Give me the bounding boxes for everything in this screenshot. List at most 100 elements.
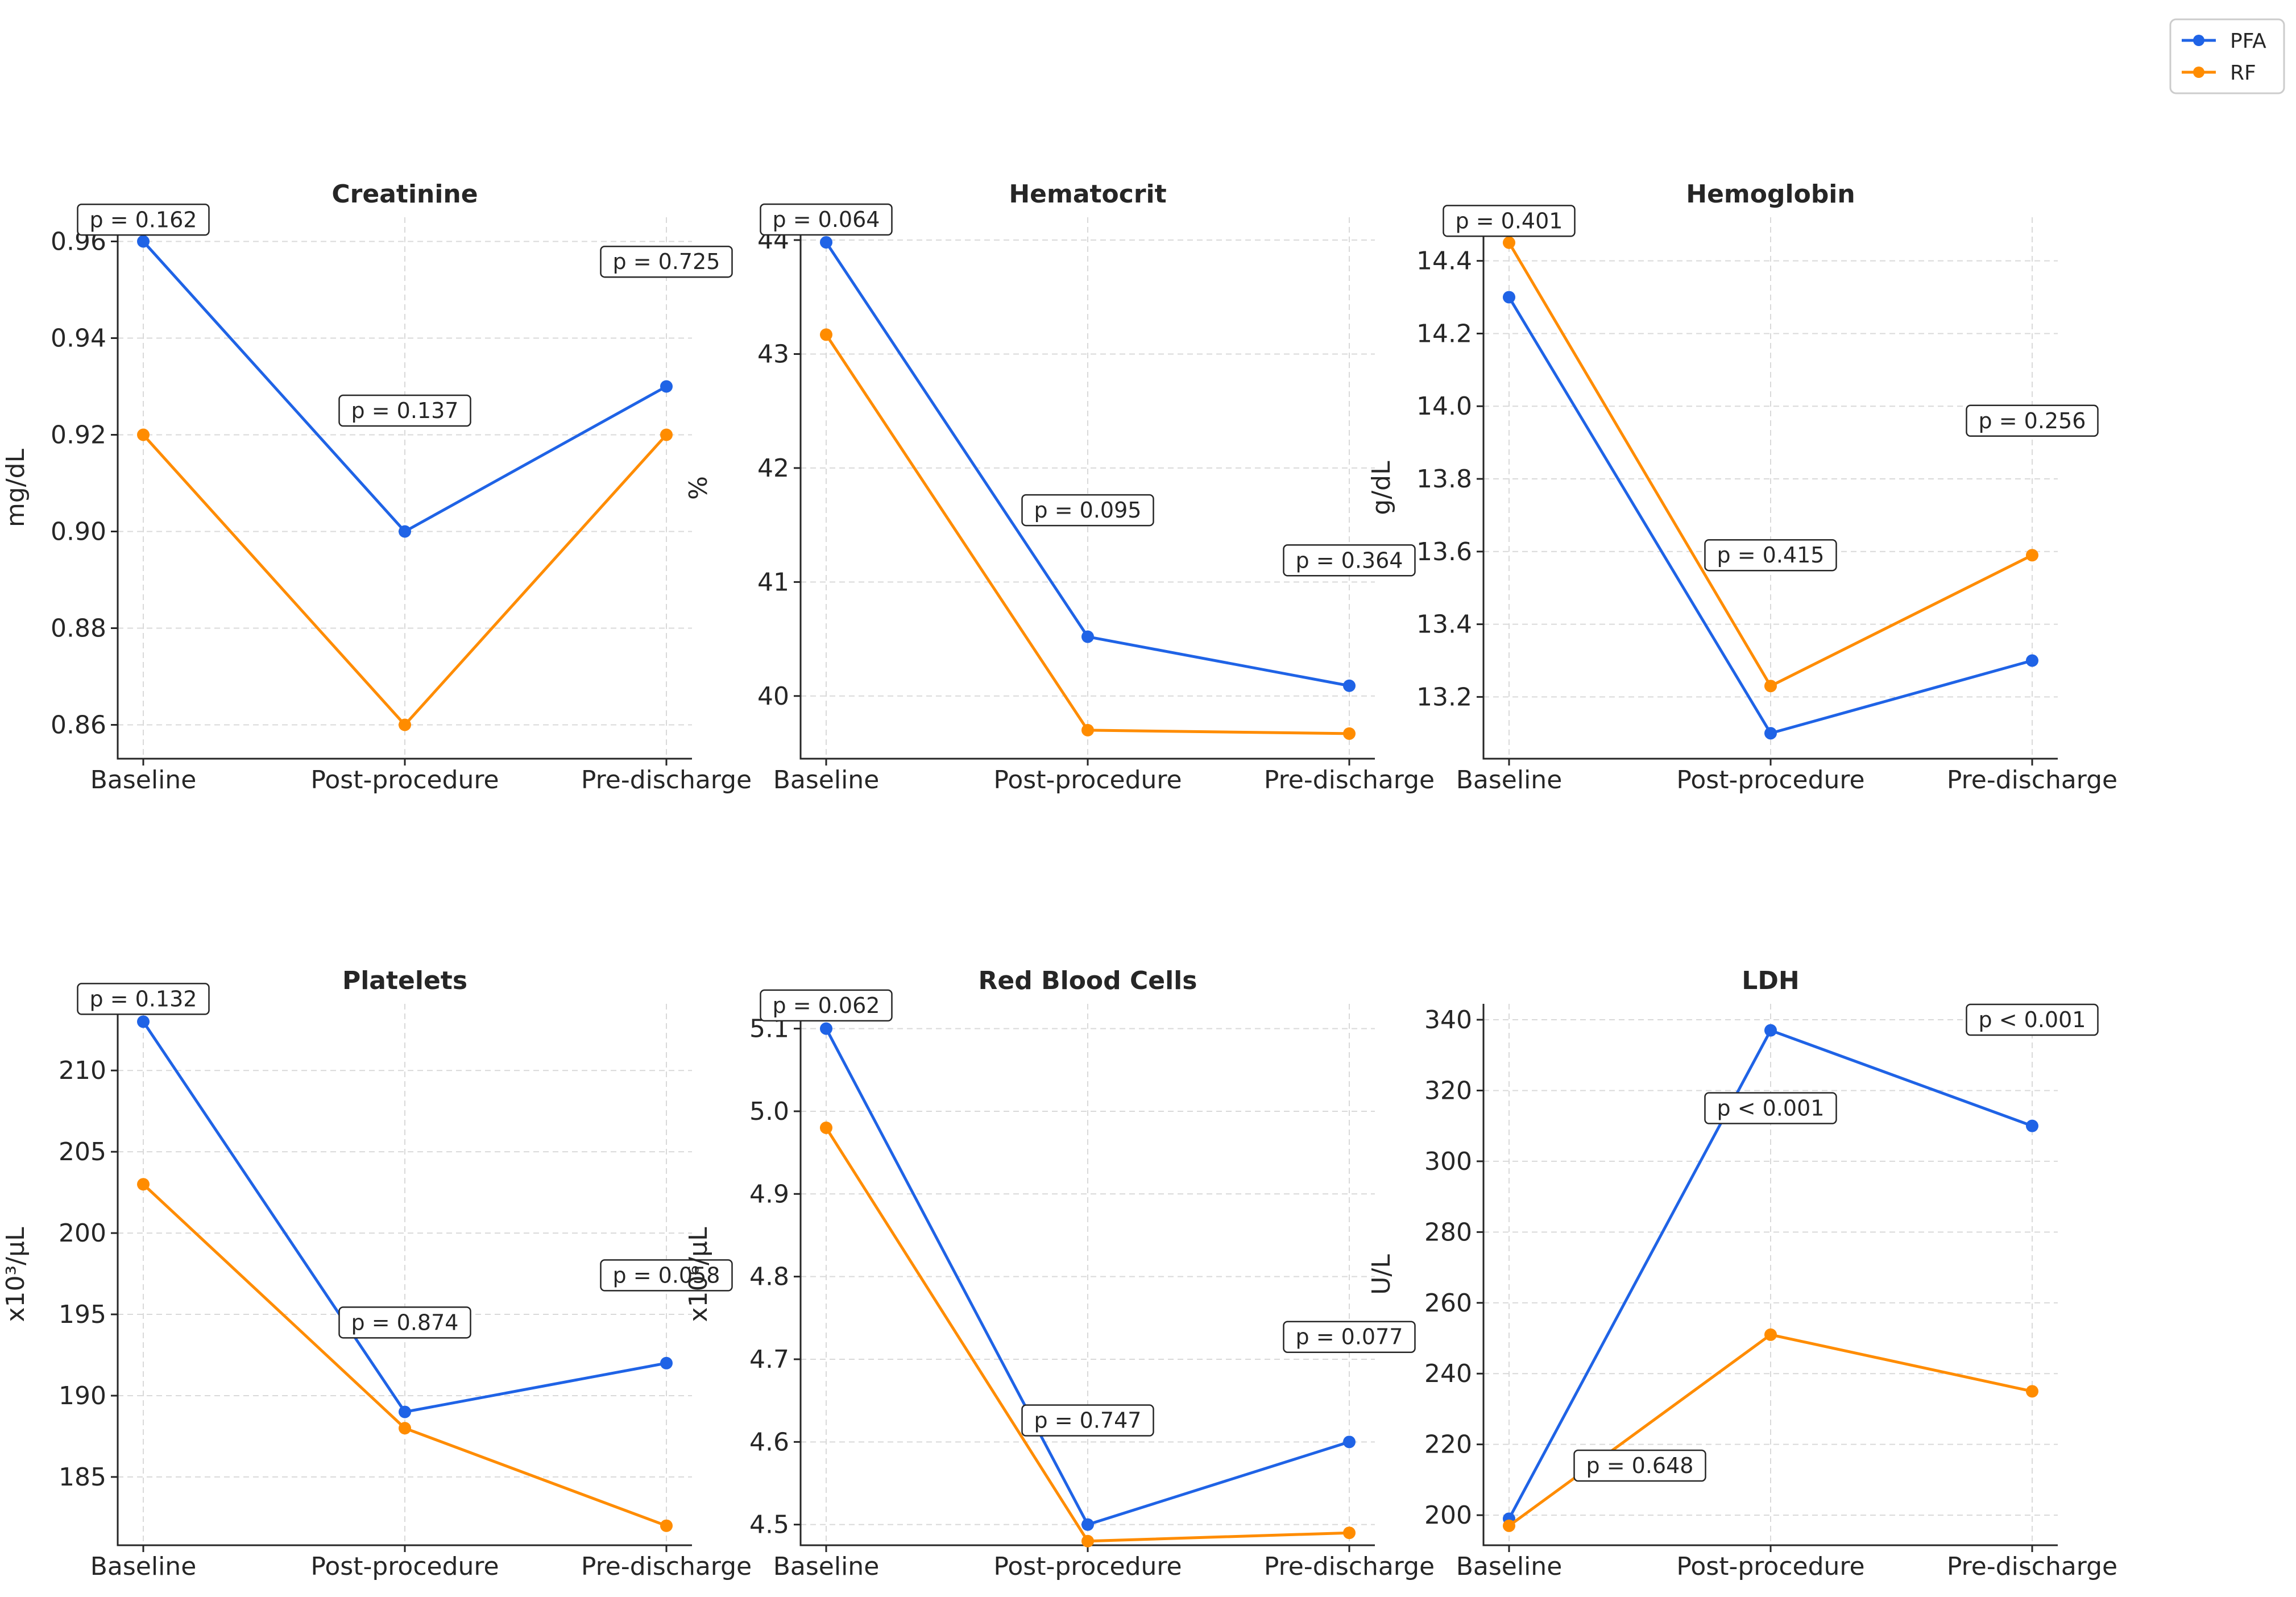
p-value-annotation: p = 0.132 bbox=[77, 983, 210, 1015]
p-value-box bbox=[600, 245, 733, 278]
p-value-annotation: p < 0.001 bbox=[1704, 1092, 1837, 1124]
y-tick-label: 0.88 bbox=[51, 614, 106, 643]
y-tick-label: 40 bbox=[757, 682, 789, 711]
data-point-pfa bbox=[1764, 1024, 1777, 1037]
p-value-box bbox=[1283, 1321, 1416, 1353]
data-point-pfa bbox=[1343, 1435, 1356, 1449]
p-value-annotation: p = 0.077 bbox=[1283, 1321, 1416, 1353]
y-tick-label: 300 bbox=[1424, 1147, 1472, 1176]
panel-title: Red Blood Cells bbox=[979, 966, 1197, 995]
p-value-text: p = 0.725 bbox=[613, 249, 720, 274]
panel-title: Creatinine bbox=[331, 180, 478, 209]
legend-label-rf: RF bbox=[2230, 61, 2256, 85]
p-value-annotation: p = 0.162 bbox=[77, 204, 210, 236]
axis-spines bbox=[117, 217, 692, 760]
p-value-box bbox=[77, 983, 210, 1015]
y-tick-label: 13.4 bbox=[1416, 610, 1472, 639]
data-point-rf bbox=[1503, 1519, 1515, 1532]
panel-title: Hemoglobin bbox=[1686, 180, 1855, 209]
p-value-annotation: p = 0.648 bbox=[1573, 1449, 1706, 1482]
x-tick-label-post-procedure: Post-procedure bbox=[310, 1552, 499, 1581]
p-value-box bbox=[338, 394, 471, 427]
data-point-rf bbox=[1764, 680, 1777, 693]
x-tick-label-pre-discharge: Pre-discharge bbox=[1264, 766, 1435, 795]
y-axis-label: x10³/µL bbox=[1, 1227, 30, 1322]
data-point-pfa bbox=[820, 236, 832, 249]
data-point-rf bbox=[2026, 1385, 2038, 1398]
p-value-text: p = 0.137 bbox=[351, 398, 459, 423]
y-tick-label: 41 bbox=[757, 568, 789, 597]
p-value-annotation: p = 0.415 bbox=[1704, 539, 1837, 572]
legend: PFA RF bbox=[2169, 18, 2285, 94]
p-value-annotation: p = 0.064 bbox=[760, 203, 893, 236]
y-tick-label: 200 bbox=[1424, 1501, 1472, 1530]
y-tick-label: 4.8 bbox=[749, 1263, 789, 1292]
data-point-pfa bbox=[1503, 291, 1515, 304]
data-point-rf bbox=[1081, 1534, 1094, 1548]
y-axis-label: % bbox=[684, 476, 713, 500]
y-tick-label: 4.6 bbox=[749, 1428, 789, 1457]
data-point-pfa bbox=[137, 235, 150, 248]
y-tick-label: 14.4 bbox=[1416, 247, 1472, 276]
p-value-box bbox=[1443, 205, 1576, 237]
x-tick-label-pre-discharge: Pre-discharge bbox=[1947, 1552, 2117, 1581]
y-tick-label: 14.0 bbox=[1416, 392, 1472, 421]
data-point-rf bbox=[1764, 1328, 1777, 1341]
panel-title: Hematocrit bbox=[1009, 180, 1166, 209]
axis-spines bbox=[799, 1004, 1375, 1546]
data-point-pfa bbox=[820, 1022, 832, 1035]
data-point-rf bbox=[399, 718, 411, 731]
y-tick-label: 0.94 bbox=[51, 324, 106, 353]
data-point-pfa bbox=[660, 380, 673, 393]
p-value-box bbox=[338, 1306, 471, 1339]
x-tick-label-pre-discharge: Pre-discharge bbox=[1947, 766, 2117, 795]
p-value-annotation: p < 0.001 bbox=[1966, 1003, 2099, 1036]
panel-hemoglobin: 13.2 13.4 13.6 13.8 14.0 14.2 14.4 Baseline Post… bbox=[1367, 180, 2117, 795]
x-tick-label-baseline: Baseline bbox=[90, 766, 197, 795]
y-tick-label: 5.0 bbox=[749, 1097, 789, 1126]
p-value-box bbox=[1021, 1404, 1154, 1437]
data-point-pfa bbox=[399, 1405, 411, 1418]
p-value-box bbox=[1704, 539, 1837, 572]
y-tick-label: 0.90 bbox=[51, 518, 106, 547]
panel-ldh: 200 220 240 260 280 300 320 340 Baseline Post-pro… bbox=[1367, 966, 2117, 1581]
data-point-rf bbox=[2026, 549, 2038, 562]
data-point-rf bbox=[1081, 723, 1094, 737]
data-point-pfa bbox=[2026, 654, 2038, 667]
y-axis-label: mg/dL bbox=[1, 448, 30, 527]
p-value-text: p = 0.364 bbox=[1296, 548, 1403, 573]
p-value-annotation: p = 0.725 bbox=[600, 245, 733, 278]
y-tick-label: 43 bbox=[757, 340, 789, 369]
data-point-rf bbox=[1503, 236, 1515, 249]
data-point-pfa bbox=[137, 1015, 150, 1028]
p-value-text: p = 0.058 bbox=[613, 1263, 720, 1288]
x-tick-label-baseline: Baseline bbox=[773, 766, 880, 795]
y-axis-label: x10⁶/µL bbox=[684, 1227, 713, 1322]
p-value-annotation: p = 0.874 bbox=[338, 1306, 471, 1339]
legend-label-pfa: PFA bbox=[2230, 30, 2266, 53]
x-tick-label-pre-discharge: Pre-discharge bbox=[1264, 1552, 1435, 1581]
y-axis-label: g/dL bbox=[1367, 461, 1396, 515]
p-value-text: p = 0.095 bbox=[1034, 498, 1142, 523]
p-value-box bbox=[77, 204, 210, 236]
p-value-text: p = 0.132 bbox=[90, 986, 197, 1011]
y-tick-label: 13.2 bbox=[1416, 682, 1472, 711]
y-tick-label: 340 bbox=[1424, 1006, 1472, 1035]
data-point-pfa bbox=[399, 525, 411, 538]
y-axis-label: U/L bbox=[1367, 1254, 1396, 1295]
y-tick-label: 4.7 bbox=[749, 1345, 789, 1374]
data-point-pfa bbox=[660, 1356, 673, 1370]
axis-spines bbox=[799, 217, 1375, 760]
p-value-text: p = 0.062 bbox=[773, 993, 880, 1018]
p-value-annotation: p = 0.095 bbox=[1021, 494, 1154, 527]
y-tick-label: 320 bbox=[1424, 1076, 1472, 1105]
y-tick-label: 240 bbox=[1424, 1359, 1472, 1388]
x-tick-label-post-procedure: Post-procedure bbox=[993, 1552, 1182, 1581]
y-tick-label: 4.5 bbox=[749, 1511, 789, 1540]
p-value-annotation: p = 0.256 bbox=[1966, 404, 2099, 437]
p-value-annotation: p = 0.137 bbox=[338, 394, 471, 427]
y-tick-label: 185 bbox=[59, 1463, 106, 1492]
